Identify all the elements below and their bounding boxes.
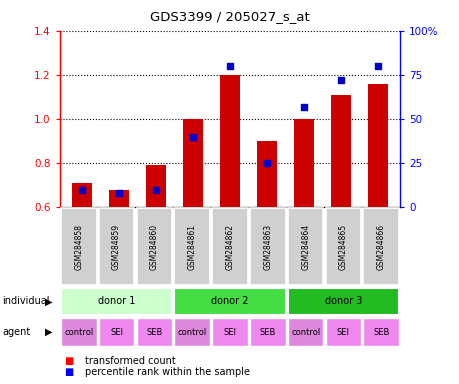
Bar bbox=[136, 208, 172, 285]
Point bbox=[374, 63, 381, 69]
Text: SEB: SEB bbox=[372, 328, 389, 337]
Bar bbox=[287, 288, 398, 315]
Text: GSM284860: GSM284860 bbox=[150, 223, 158, 270]
Text: agent: agent bbox=[2, 327, 30, 337]
Text: SEI: SEI bbox=[110, 328, 123, 337]
Text: donor 2: donor 2 bbox=[211, 296, 248, 306]
Point bbox=[300, 104, 307, 110]
Point bbox=[115, 190, 123, 196]
Text: ▶: ▶ bbox=[45, 327, 52, 337]
Bar bbox=[325, 208, 360, 285]
Text: GSM284861: GSM284861 bbox=[187, 224, 196, 270]
Point bbox=[78, 187, 85, 193]
Bar bbox=[72, 183, 92, 207]
Text: GSM284859: GSM284859 bbox=[112, 223, 121, 270]
Text: control: control bbox=[291, 328, 319, 337]
Bar bbox=[174, 208, 209, 285]
Bar bbox=[212, 318, 247, 346]
Text: SEI: SEI bbox=[336, 328, 349, 337]
Bar bbox=[99, 208, 134, 285]
Text: percentile rank within the sample: percentile rank within the sample bbox=[85, 367, 250, 377]
Text: GSM284865: GSM284865 bbox=[338, 223, 347, 270]
Bar bbox=[250, 318, 285, 346]
Bar bbox=[363, 208, 398, 285]
Bar bbox=[287, 318, 323, 346]
Bar bbox=[99, 318, 134, 346]
Text: GSM284862: GSM284862 bbox=[225, 224, 234, 270]
Point bbox=[226, 63, 233, 69]
Text: control: control bbox=[64, 328, 93, 337]
Bar bbox=[109, 190, 129, 207]
Bar bbox=[136, 318, 172, 346]
Bar bbox=[325, 318, 360, 346]
Bar bbox=[250, 208, 285, 285]
Text: SEB: SEB bbox=[259, 328, 275, 337]
Text: GSM284858: GSM284858 bbox=[74, 224, 83, 270]
Text: GDS3399 / 205027_s_at: GDS3399 / 205027_s_at bbox=[150, 10, 309, 23]
Text: transformed count: transformed count bbox=[85, 356, 175, 366]
Bar bbox=[212, 208, 247, 285]
Bar bbox=[367, 84, 387, 207]
Text: donor 1: donor 1 bbox=[98, 296, 135, 306]
Bar bbox=[330, 95, 350, 207]
Bar bbox=[61, 318, 96, 346]
Text: GSM284864: GSM284864 bbox=[301, 223, 309, 270]
Bar bbox=[182, 119, 203, 207]
Text: control: control bbox=[177, 328, 207, 337]
Bar bbox=[219, 75, 240, 207]
Bar bbox=[363, 318, 398, 346]
Bar bbox=[174, 288, 285, 315]
Bar bbox=[287, 208, 323, 285]
Text: ▶: ▶ bbox=[45, 296, 52, 306]
Text: ■: ■ bbox=[64, 356, 73, 366]
Bar bbox=[61, 208, 96, 285]
Bar bbox=[256, 141, 277, 207]
Text: donor 3: donor 3 bbox=[324, 296, 361, 306]
Point bbox=[263, 160, 270, 166]
Bar bbox=[293, 119, 313, 207]
Point bbox=[189, 134, 196, 140]
Bar bbox=[174, 318, 209, 346]
Point bbox=[152, 187, 159, 193]
Text: SEB: SEB bbox=[146, 328, 162, 337]
Text: individual: individual bbox=[2, 296, 50, 306]
Text: SEI: SEI bbox=[223, 328, 236, 337]
Text: GSM284863: GSM284863 bbox=[263, 223, 272, 270]
Bar bbox=[61, 288, 172, 315]
Point bbox=[336, 77, 344, 83]
Bar bbox=[146, 166, 166, 207]
Text: ■: ■ bbox=[64, 367, 73, 377]
Text: GSM284866: GSM284866 bbox=[376, 223, 385, 270]
